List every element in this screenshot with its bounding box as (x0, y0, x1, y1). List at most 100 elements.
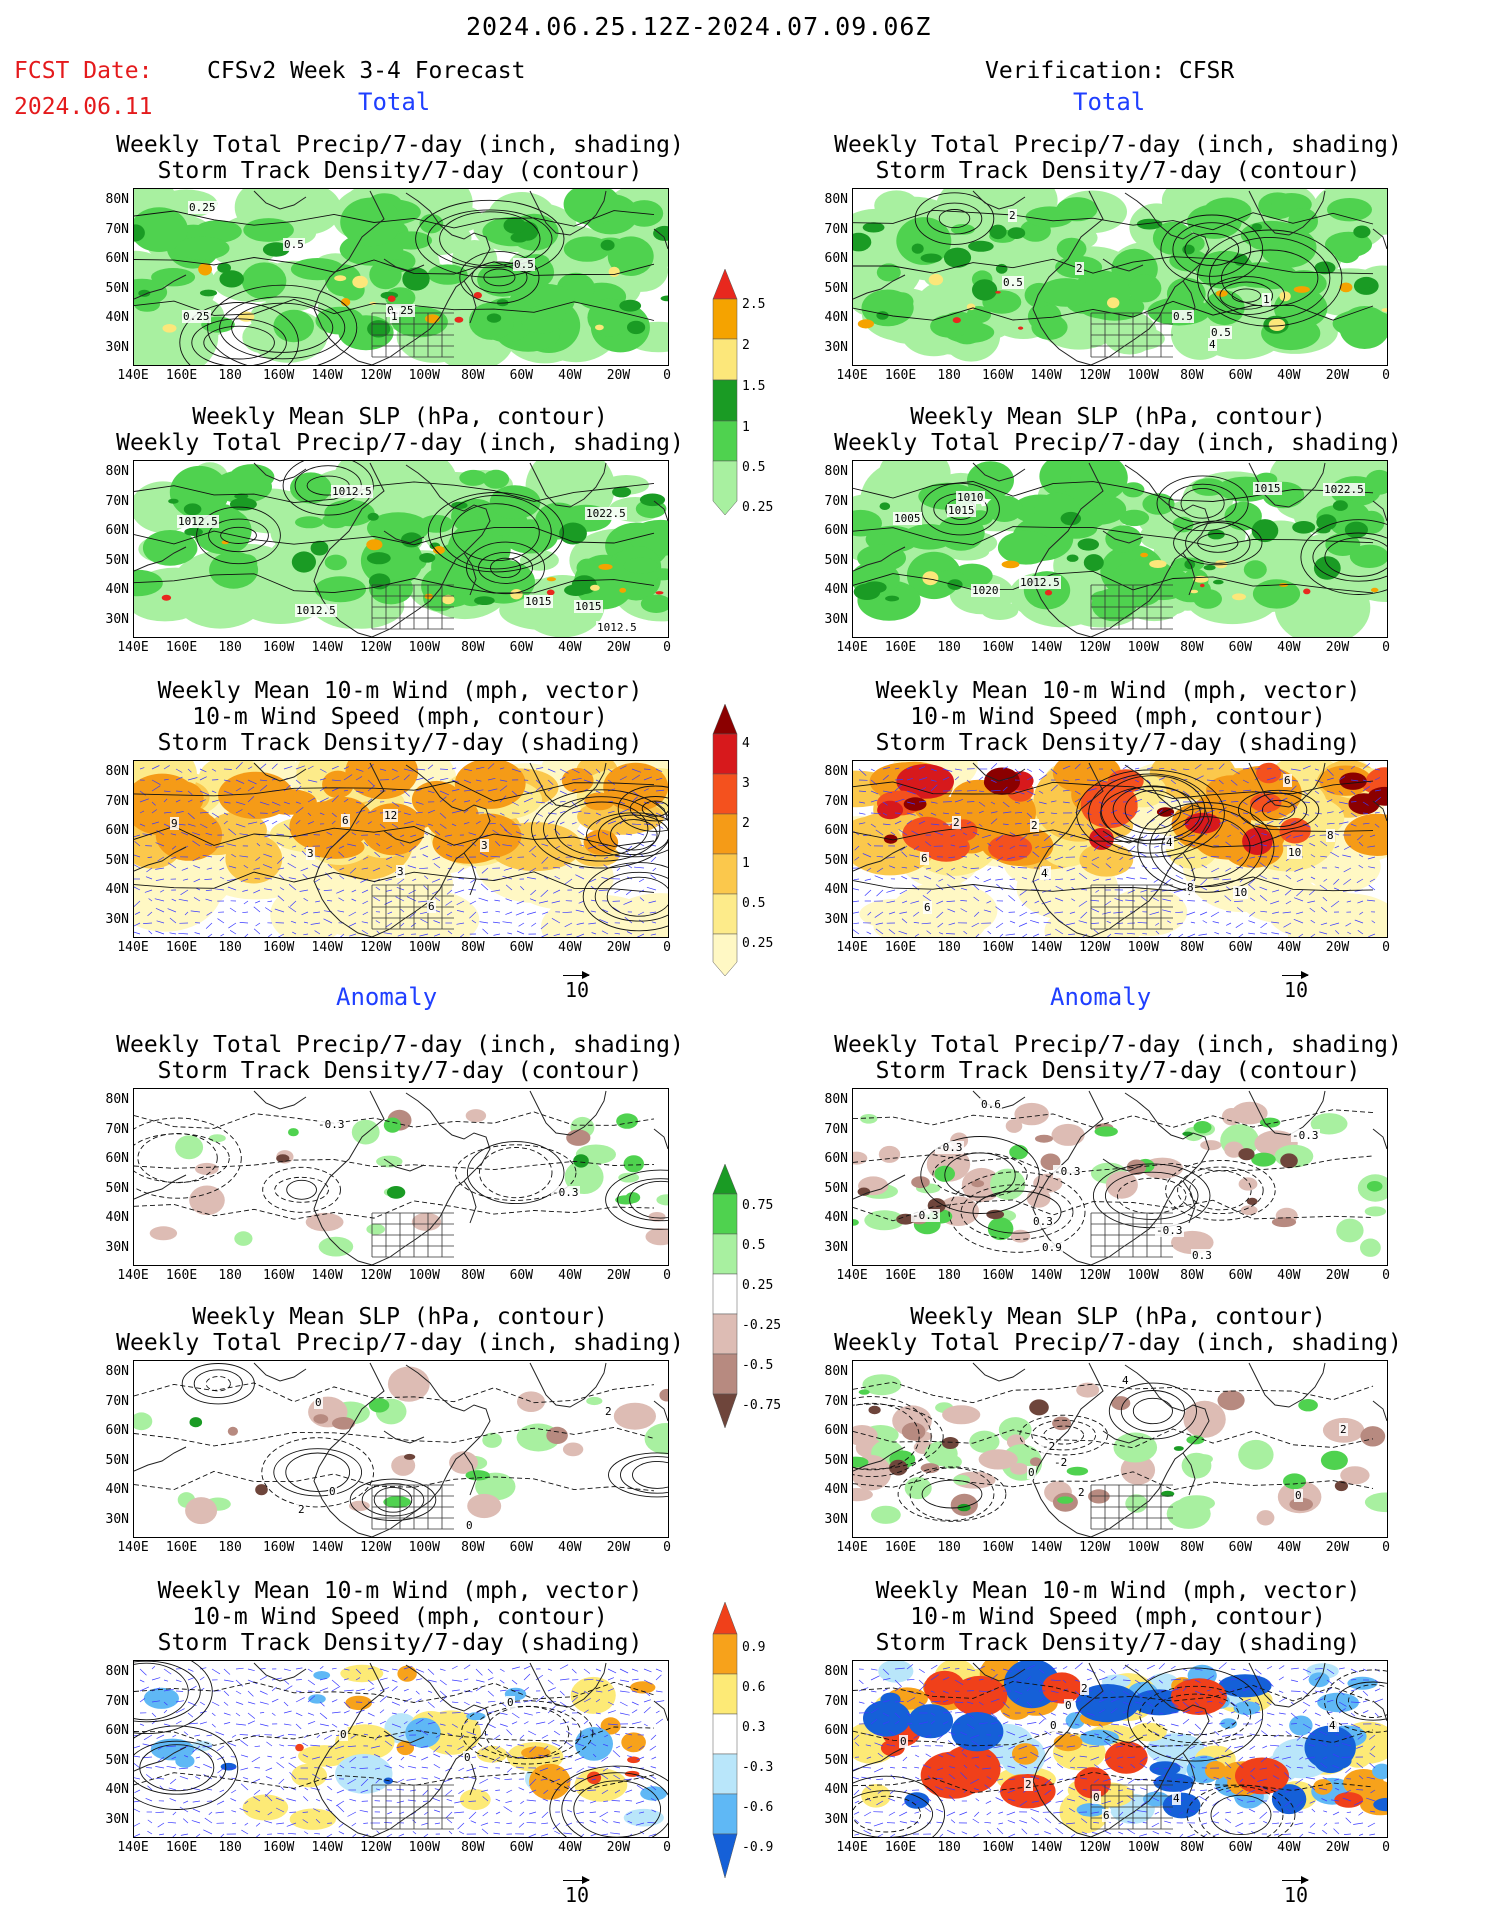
lat-tick: 30N (105, 611, 129, 627)
shade-region (586, 1396, 603, 1406)
coastline-5 (253, 190, 307, 210)
shade-region (1113, 1432, 1158, 1463)
contour-line (531, 789, 668, 869)
shade-region (1339, 306, 1387, 349)
lon-tick: 100W (408, 1268, 440, 1283)
lon-tick: 40W (558, 940, 582, 955)
shade-region (1010, 1463, 1029, 1475)
panel-title-p6r: Weekly Mean 10-m Wind (mph, vector) 10-m … (818, 1578, 1418, 1656)
lon-tick: 140E (836, 1840, 868, 1855)
lon-tick: 140W (311, 1540, 343, 1555)
vector-ref-label-left-top: 10 (565, 978, 590, 1002)
contour-line (134, 1111, 655, 1129)
lat-tick: 80N (824, 764, 848, 779)
shade-region (600, 1717, 621, 1735)
lon-tick: 0 (663, 1840, 671, 1855)
contour-line (196, 506, 281, 565)
lon-tick: 160E (884, 640, 917, 655)
cb4-label-3: -0.3 (742, 1760, 774, 1775)
coastline-3 (653, 800, 668, 822)
lon-tick: 60W (509, 940, 534, 955)
lon-tick: 80W (461, 1540, 485, 1555)
cb1-label-2: 1.5 (742, 379, 766, 394)
shade-region (1193, 1121, 1212, 1134)
contour-line (853, 1471, 1374, 1491)
contour-label: 6 (920, 852, 929, 865)
lon-tick: 40W (1277, 368, 1301, 383)
lon-tick: 20W (606, 640, 631, 655)
lat-tick: 80N (824, 192, 848, 207)
coastline-2 (1248, 190, 1326, 236)
shade-region (911, 1176, 930, 1189)
contour-line (1185, 522, 1251, 564)
shade-region (1370, 587, 1379, 593)
lat-tick: 40N (824, 882, 848, 897)
shade-region (928, 273, 944, 286)
lon-tick: 160W (981, 640, 1014, 655)
coastline-0 (313, 1090, 385, 1265)
coastline-6 (1182, 552, 1196, 596)
shade-region (215, 536, 239, 553)
shade-region (546, 589, 555, 596)
lon-tick: 0 (1382, 1840, 1390, 1855)
panel-title-line: Storm Track Density/7-day (shading) (157, 1630, 643, 1656)
contour-line (549, 1765, 668, 1837)
contour-line (490, 557, 521, 579)
lon-tick: 40W (558, 640, 582, 655)
shade-region (920, 891, 988, 937)
contour-line (617, 1178, 668, 1222)
lon-tick: 140W (1030, 1840, 1062, 1855)
contour-line (1189, 1170, 1252, 1211)
lon-tick: 120W (1079, 1540, 1111, 1555)
lat-tick: 30N (824, 611, 848, 627)
shade-region (1094, 1126, 1118, 1137)
lon-tick: 80W (1180, 368, 1204, 383)
shade-region (885, 595, 900, 602)
shade-region (660, 295, 668, 302)
coastline-4 (853, 1446, 906, 1472)
cb1-label-4: 0.5 (742, 460, 766, 475)
lon-tick: 80W (1180, 1840, 1204, 1855)
state-borders (371, 1484, 454, 1530)
shade-region (1166, 1498, 1211, 1529)
contour-label: 1012.5 (331, 485, 373, 498)
shade-region (952, 1675, 1008, 1717)
shade-region (1012, 1743, 1039, 1765)
contour-line (948, 1171, 1086, 1253)
shade-region (1289, 1715, 1313, 1736)
contour-line (853, 570, 1374, 594)
lon-tick: 140W (311, 1268, 343, 1283)
shade-region (220, 1762, 237, 1771)
shade-region (903, 524, 955, 550)
lon-tick: 160W (262, 1540, 295, 1555)
contour-line (853, 825, 1374, 848)
shade-region (1325, 533, 1361, 556)
contour-line (262, 1166, 341, 1213)
lat-tick: 50N (105, 1752, 129, 1768)
lon-tick: 140W (1030, 640, 1062, 655)
lat-tick: 30N (105, 911, 129, 927)
coastline-7 (1102, 1158, 1144, 1172)
shade-region (621, 1732, 646, 1753)
coastline-4 (853, 846, 906, 872)
shade-region (1128, 274, 1162, 303)
shade-region (1152, 221, 1194, 255)
shade-region (383, 1496, 411, 1508)
lon-tick: 80W (1180, 1540, 1204, 1555)
shade-region (334, 275, 347, 282)
contour-label: 12 (383, 809, 399, 822)
panel-title-line: Storm Track Density/7-day (contour) (157, 158, 643, 184)
shade-region (162, 324, 177, 333)
lon-tick: 80W (461, 1268, 485, 1283)
shade-region (1310, 1113, 1348, 1135)
shade-region (861, 1784, 891, 1808)
lat-tick: 60N (105, 1723, 129, 1738)
panel-title-line: Weekly Total Precip/7-day (inch, shading… (834, 430, 1402, 456)
contour-label: 0.25 (188, 201, 217, 214)
shade-region (1051, 1123, 1085, 1146)
lon-tick: 40W (1277, 1268, 1301, 1283)
contour-label: 4 (1121, 1374, 1130, 1387)
contour-line (543, 796, 661, 862)
shade-region (896, 764, 954, 799)
shade-region (149, 305, 185, 329)
